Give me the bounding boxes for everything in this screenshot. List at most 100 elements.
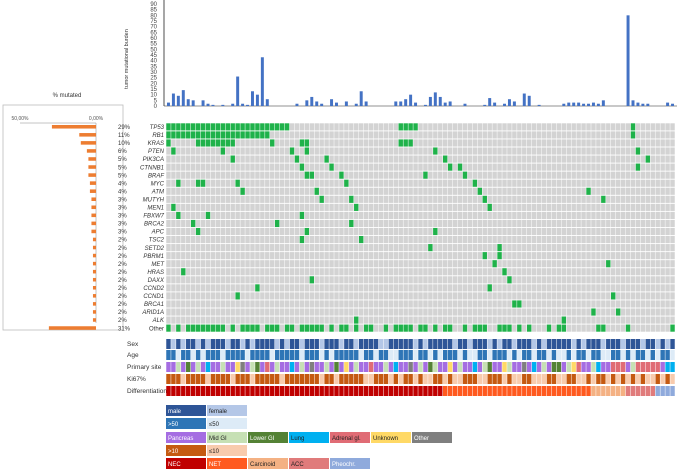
- mutation-cell: [615, 308, 621, 316]
- empty-cell: [398, 300, 403, 308]
- empty-cell: [576, 203, 581, 211]
- empty-cell: [487, 211, 492, 219]
- tmb-bar: [428, 96, 432, 106]
- empty-cell: [556, 276, 562, 284]
- empty-cell: [625, 308, 631, 316]
- track-cell-ki67: [200, 374, 206, 384]
- track-cell-sex: [240, 339, 245, 349]
- empty-cell: [186, 171, 191, 179]
- empty-cell: [274, 195, 280, 203]
- empty-cell: [541, 227, 547, 236]
- tmb-bar: [507, 99, 511, 106]
- empty-cell: [670, 123, 675, 131]
- empty-cell: [329, 187, 334, 195]
- empty-cell: [260, 211, 265, 219]
- mutation-cell: [220, 139, 226, 147]
- mutation-cell: [215, 123, 221, 131]
- empty-cell: [319, 171, 324, 179]
- empty-cell: [190, 292, 196, 300]
- empty-cell: [447, 139, 453, 147]
- empty-cell: [403, 171, 408, 179]
- track-cell-ki67: [240, 374, 245, 384]
- empty-cell: [274, 131, 280, 139]
- empty-cell: [620, 171, 626, 179]
- mutation-cell: [265, 123, 270, 131]
- empty-cell: [467, 308, 473, 316]
- frequency-bars: [48, 125, 96, 330]
- mutation-cell: [195, 123, 201, 131]
- empty-cell: [378, 131, 384, 139]
- tmb-y-tick-label: 25: [150, 76, 157, 82]
- track-cell-sex: [497, 339, 502, 349]
- empty-cell: [354, 187, 359, 195]
- empty-cell: [655, 155, 660, 163]
- tmb-bar: [399, 101, 403, 106]
- mutation-cell: [230, 123, 235, 131]
- track-cell-ki67: [467, 374, 473, 384]
- empty-cell: [576, 139, 581, 147]
- empty-cell: [433, 211, 438, 219]
- empty-cell: [200, 268, 206, 276]
- frequency-bar: [91, 229, 96, 234]
- mutation-cell: [176, 179, 181, 187]
- empty-cell: [606, 139, 611, 147]
- empty-cell: [640, 252, 646, 260]
- mutation-cell: [492, 260, 497, 268]
- percent-label: 2%: [118, 302, 127, 308]
- empty-cell: [200, 187, 206, 195]
- empty-cell: [561, 227, 567, 236]
- empty-cell: [363, 244, 369, 252]
- empty-cell: [620, 123, 626, 131]
- empty-cell: [220, 244, 226, 252]
- empty-cell: [363, 123, 369, 131]
- empty-cell: [235, 163, 240, 171]
- empty-cell: [526, 252, 532, 260]
- legend-swatch: [289, 458, 329, 469]
- empty-cell: [650, 163, 655, 171]
- empty-cell: [472, 292, 478, 300]
- empty-cell: [531, 260, 537, 268]
- empty-cell: [418, 300, 423, 308]
- empty-cell: [660, 203, 665, 211]
- empty-cell: [531, 316, 537, 324]
- empty-cell: [225, 260, 230, 268]
- empty-cell: [413, 236, 418, 244]
- empty-cell: [660, 276, 665, 284]
- mutation-cell: [176, 123, 181, 131]
- track-cell-diff: [477, 386, 483, 396]
- legend-label: male: [168, 409, 182, 415]
- track-cell-sex: [398, 339, 403, 349]
- empty-cell: [245, 203, 250, 211]
- empty-cell: [522, 308, 527, 316]
- track-cell-sex: [517, 339, 522, 349]
- empty-cell: [245, 276, 250, 284]
- empty-cell: [220, 219, 226, 228]
- empty-cell: [482, 227, 487, 236]
- empty-cell: [561, 195, 567, 203]
- empty-cell: [487, 187, 492, 195]
- empty-cell: [536, 324, 542, 332]
- empty-cell: [428, 211, 433, 219]
- empty-cell: [576, 147, 581, 155]
- empty-cell: [596, 139, 601, 147]
- empty-cell: [299, 260, 305, 268]
- empty-cell: [171, 252, 176, 260]
- empty-cell: [541, 316, 547, 324]
- empty-cell: [225, 195, 230, 203]
- empty-cell: [665, 324, 670, 332]
- empty-cell: [522, 139, 527, 147]
- empty-cell: [176, 284, 181, 292]
- mutation-cell: [309, 171, 315, 179]
- empty-cell: [640, 139, 646, 147]
- empty-cell: [289, 260, 295, 268]
- empty-cell: [522, 227, 527, 236]
- track-cell-site: [581, 362, 586, 372]
- empty-cell: [556, 139, 562, 147]
- empty-cell: [274, 284, 280, 292]
- empty-cell: [536, 276, 542, 284]
- empty-cell: [601, 203, 606, 211]
- track-cell-site: [655, 362, 660, 372]
- empty-cell: [210, 179, 216, 187]
- empty-cell: [526, 227, 532, 236]
- empty-cell: [225, 203, 230, 211]
